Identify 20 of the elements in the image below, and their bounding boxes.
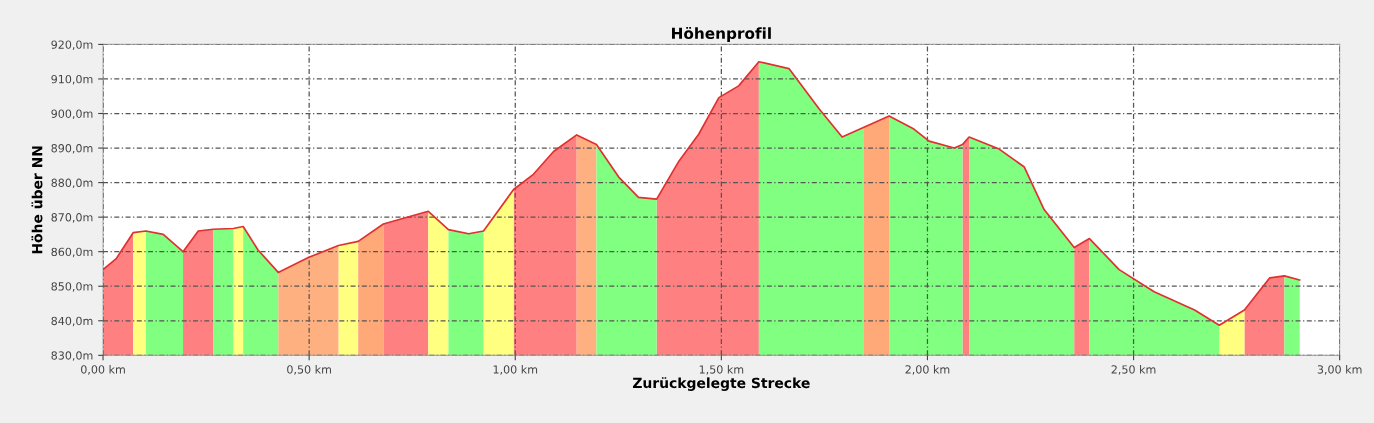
- y-tick-label: 850,0m: [51, 282, 93, 292]
- chart-title: Höhenprofil: [672, 27, 771, 43]
- y-tick-label: 830,0m: [51, 351, 93, 361]
- y-tick-label: 890,0m: [51, 144, 93, 154]
- y-tick-label: 900,0m: [51, 109, 93, 120]
- x-tick-label: 2,50 km: [1111, 365, 1156, 375]
- x-axis-title: Zurückgelegte Strecke: [632, 377, 810, 391]
- x-tick-label: 2,00 km: [905, 365, 950, 375]
- y-tick-label: 910,0m: [51, 74, 93, 85]
- x-tick-label: 1,00 km: [493, 365, 538, 375]
- y-axis-title: Höhe über NN: [31, 146, 43, 254]
- x-tick-label: 1,50 km: [699, 365, 744, 375]
- y-tick-label: 880,0m: [51, 178, 93, 189]
- y-tick-label: 870,0m: [51, 213, 93, 223]
- x-tick-label: 3,00 km: [1317, 365, 1362, 375]
- x-tick-label: 0,00 km: [81, 365, 125, 375]
- y-tick-label: 860,0m: [51, 247, 93, 258]
- y-tick-label: 840,0m: [51, 316, 93, 327]
- x-tick-label: 0,50 km: [287, 365, 331, 375]
- y-tick-label: 920,0m: [51, 40, 93, 50]
